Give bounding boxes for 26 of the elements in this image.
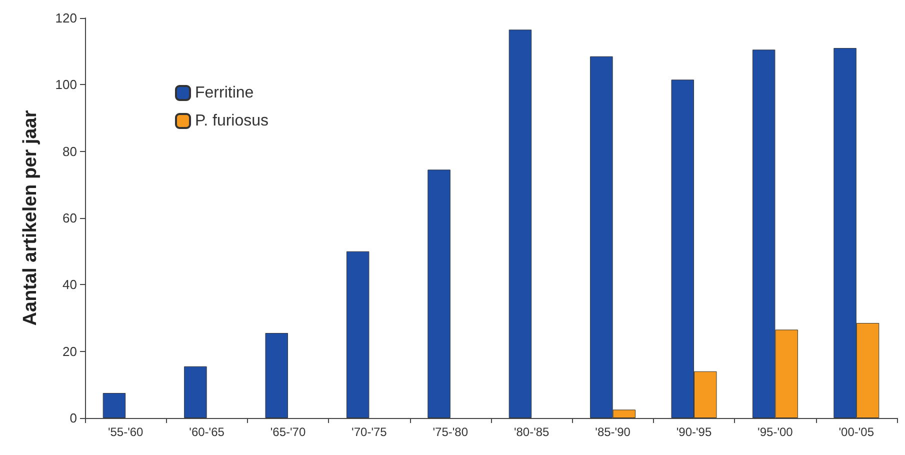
x-tick-label: '75-'80 xyxy=(432,425,468,439)
x-tick-label: '60-'65 xyxy=(189,425,225,439)
y-tick-label: 20 xyxy=(62,344,77,359)
y-axis-title: Aantal artikelen per jaar xyxy=(20,110,41,326)
bar xyxy=(428,170,450,418)
x-tick-label: '70-'75 xyxy=(352,425,388,439)
bar xyxy=(102,393,126,418)
x-tick-label: '85-'90 xyxy=(595,425,631,439)
bar xyxy=(508,30,532,418)
y-tick-label: 100 xyxy=(55,77,77,92)
bar xyxy=(265,333,288,418)
x-tick-label: '80-'85 xyxy=(514,425,550,439)
y-tick-label: 60 xyxy=(62,210,77,226)
x-tick-label: '65-'70 xyxy=(270,425,306,439)
x-tick-label: '00-'05 xyxy=(838,425,874,439)
x-tick-label: '95-'00 xyxy=(758,425,794,439)
bar xyxy=(184,366,207,418)
y-tick-label: 40 xyxy=(62,277,77,292)
legend-label: Ferritine xyxy=(195,84,254,102)
y-tick-label: 120 xyxy=(55,10,77,26)
x-tick-label: '55-'60 xyxy=(108,425,144,439)
y-tick-label: 0 xyxy=(70,410,77,426)
x-tick-label: '90-'95 xyxy=(676,425,712,439)
legend-label: P. furiosus xyxy=(195,112,269,130)
bar xyxy=(346,251,370,418)
y-tick-label: 80 xyxy=(62,144,77,159)
